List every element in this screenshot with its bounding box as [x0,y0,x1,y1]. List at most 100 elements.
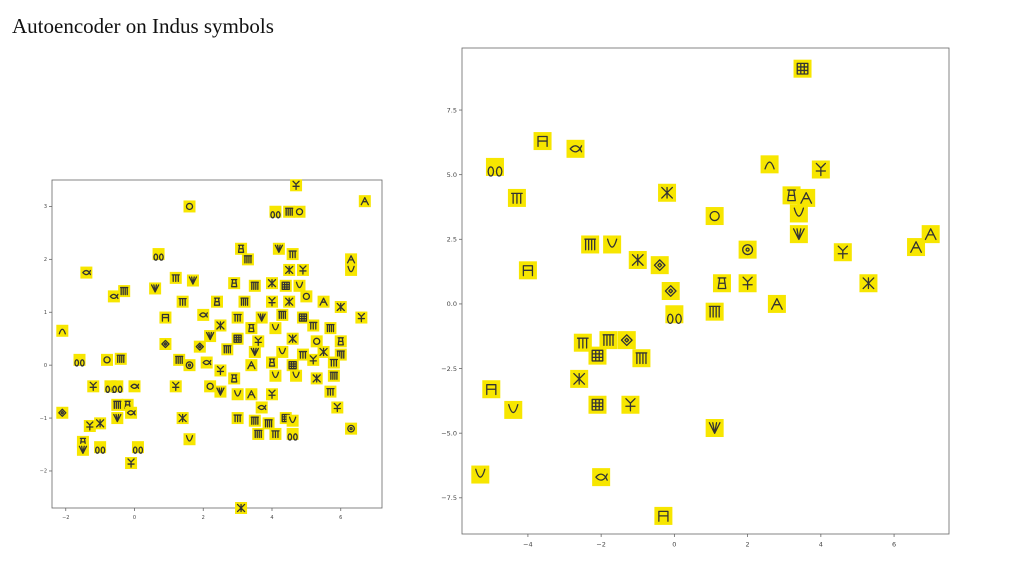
y-tick-label: 0.0 [447,300,457,308]
comb-glyph-icon [171,274,180,283]
y-tick-label: 5.0 [447,171,457,179]
data-point-jar-symbol [334,335,347,348]
data-point-fish-symbol [592,468,611,487]
data-point-x-symbol [628,250,647,269]
point-marker [248,279,261,292]
x-glyph-icon [285,265,294,275]
comb-glyph-icon [326,387,335,396]
data-point-fish-symbol [107,290,120,303]
fish-glyph-icon [130,383,140,389]
point-marker [73,353,86,366]
data-point-jar-symbol [712,274,731,293]
point-marker [705,302,724,321]
data-point-diamond-symbol [159,338,172,350]
data-point-fish-symbol [125,406,138,419]
data-point-jar-symbol [266,356,278,369]
data-point-arrow-symbol [245,359,258,372]
data-point-grid-symbol [588,346,607,365]
point-marker [661,282,680,300]
point-marker [107,290,120,303]
data-point-comb-symbol [286,248,299,261]
x-tick-label: 2 [202,515,205,521]
x-glyph-icon [573,372,586,385]
data-point-cup-symbol [293,279,306,292]
data-point-fan-symbol [255,311,268,324]
data-point-ring-symbol [131,441,144,454]
data-point-fork-symbol [252,335,265,348]
bars-glyph-icon [264,419,273,428]
bars-glyph-icon [175,355,184,365]
point-marker [650,256,669,275]
fork-glyph-icon [299,265,307,275]
point-marker [345,422,358,435]
x-glyph-icon [336,302,345,312]
data-point-arch-symbol [760,155,779,174]
point-marker [276,345,289,358]
data-point-diamond-symbol [617,331,636,350]
target-glyph-icon [347,424,355,433]
data-point-comb-symbol [231,311,244,324]
arrow-glyph-icon [924,228,937,241]
x-tick-label: 0 [672,541,676,549]
fish-glyph-icon [199,312,208,318]
bars-glyph-icon [635,352,648,365]
gate-glyph-icon [522,265,534,277]
point-marker [738,240,757,259]
circle-glyph-icon [206,382,214,390]
y-tick-label: −5.0 [441,429,457,437]
x-glyph-icon [862,277,875,290]
point-marker [56,324,69,337]
x-tick-label: 6 [339,515,342,521]
data-point-x-symbol [334,300,347,313]
data-point-fan-symbol [248,345,261,358]
grid-glyph-icon [796,62,809,75]
data-point-cup-symbol [183,433,196,446]
fork-glyph-icon [815,162,827,177]
point-marker [200,356,213,369]
y-tick-label: 2 [44,257,47,263]
data-point-diamond-symbol [650,256,669,275]
ring-glyph-icon [112,385,123,394]
data-point-jar-symbol [235,242,248,255]
data-point-circle-symbol [293,205,306,218]
point-marker [705,207,724,226]
data-point-fork-symbol [266,388,278,401]
fish-glyph-icon [126,410,136,416]
data-point-jar-symbol [211,295,223,308]
point-marker [183,359,196,372]
fork-glyph-icon [254,336,262,347]
circle-glyph-icon [103,356,111,364]
x-glyph-icon [285,297,294,306]
data-point-fork-symbol [738,274,757,293]
comb-glyph-icon [233,313,242,322]
data-point-fish-symbol [200,356,213,369]
arrow-glyph-icon [247,360,256,370]
arrow-glyph-icon [319,297,328,306]
data-point-grid-symbol [588,395,607,414]
data-point-gate-symbol [654,506,673,525]
bars-glyph-icon [254,429,263,439]
data-point-ring-symbol [269,205,282,219]
cup-glyph-icon [271,371,280,379]
bars-glyph-icon [602,334,615,347]
data-point-arrow-symbol [317,295,330,308]
data-point-arrow-symbol [797,188,816,207]
diamond-glyph-icon [620,334,633,347]
comb-glyph-icon [298,350,308,359]
point-marker [286,427,299,440]
y-tick-label: 0 [44,363,47,369]
data-point-fork-symbol [811,160,830,179]
point-marker [665,305,684,324]
data-point-comb-symbol [327,356,340,369]
data-point-fish-symbol [197,308,210,321]
data-point-fork-symbol [621,395,640,414]
grid-glyph-icon [233,334,242,343]
fork-glyph-icon [837,245,848,259]
jar-glyph-icon [231,374,238,383]
x-glyph-icon [267,278,277,288]
circle-glyph-icon [295,208,304,216]
point-marker [286,414,299,427]
data-point-bars-symbol [252,427,265,440]
point-marker [276,308,289,321]
arrow-glyph-icon [770,297,783,310]
